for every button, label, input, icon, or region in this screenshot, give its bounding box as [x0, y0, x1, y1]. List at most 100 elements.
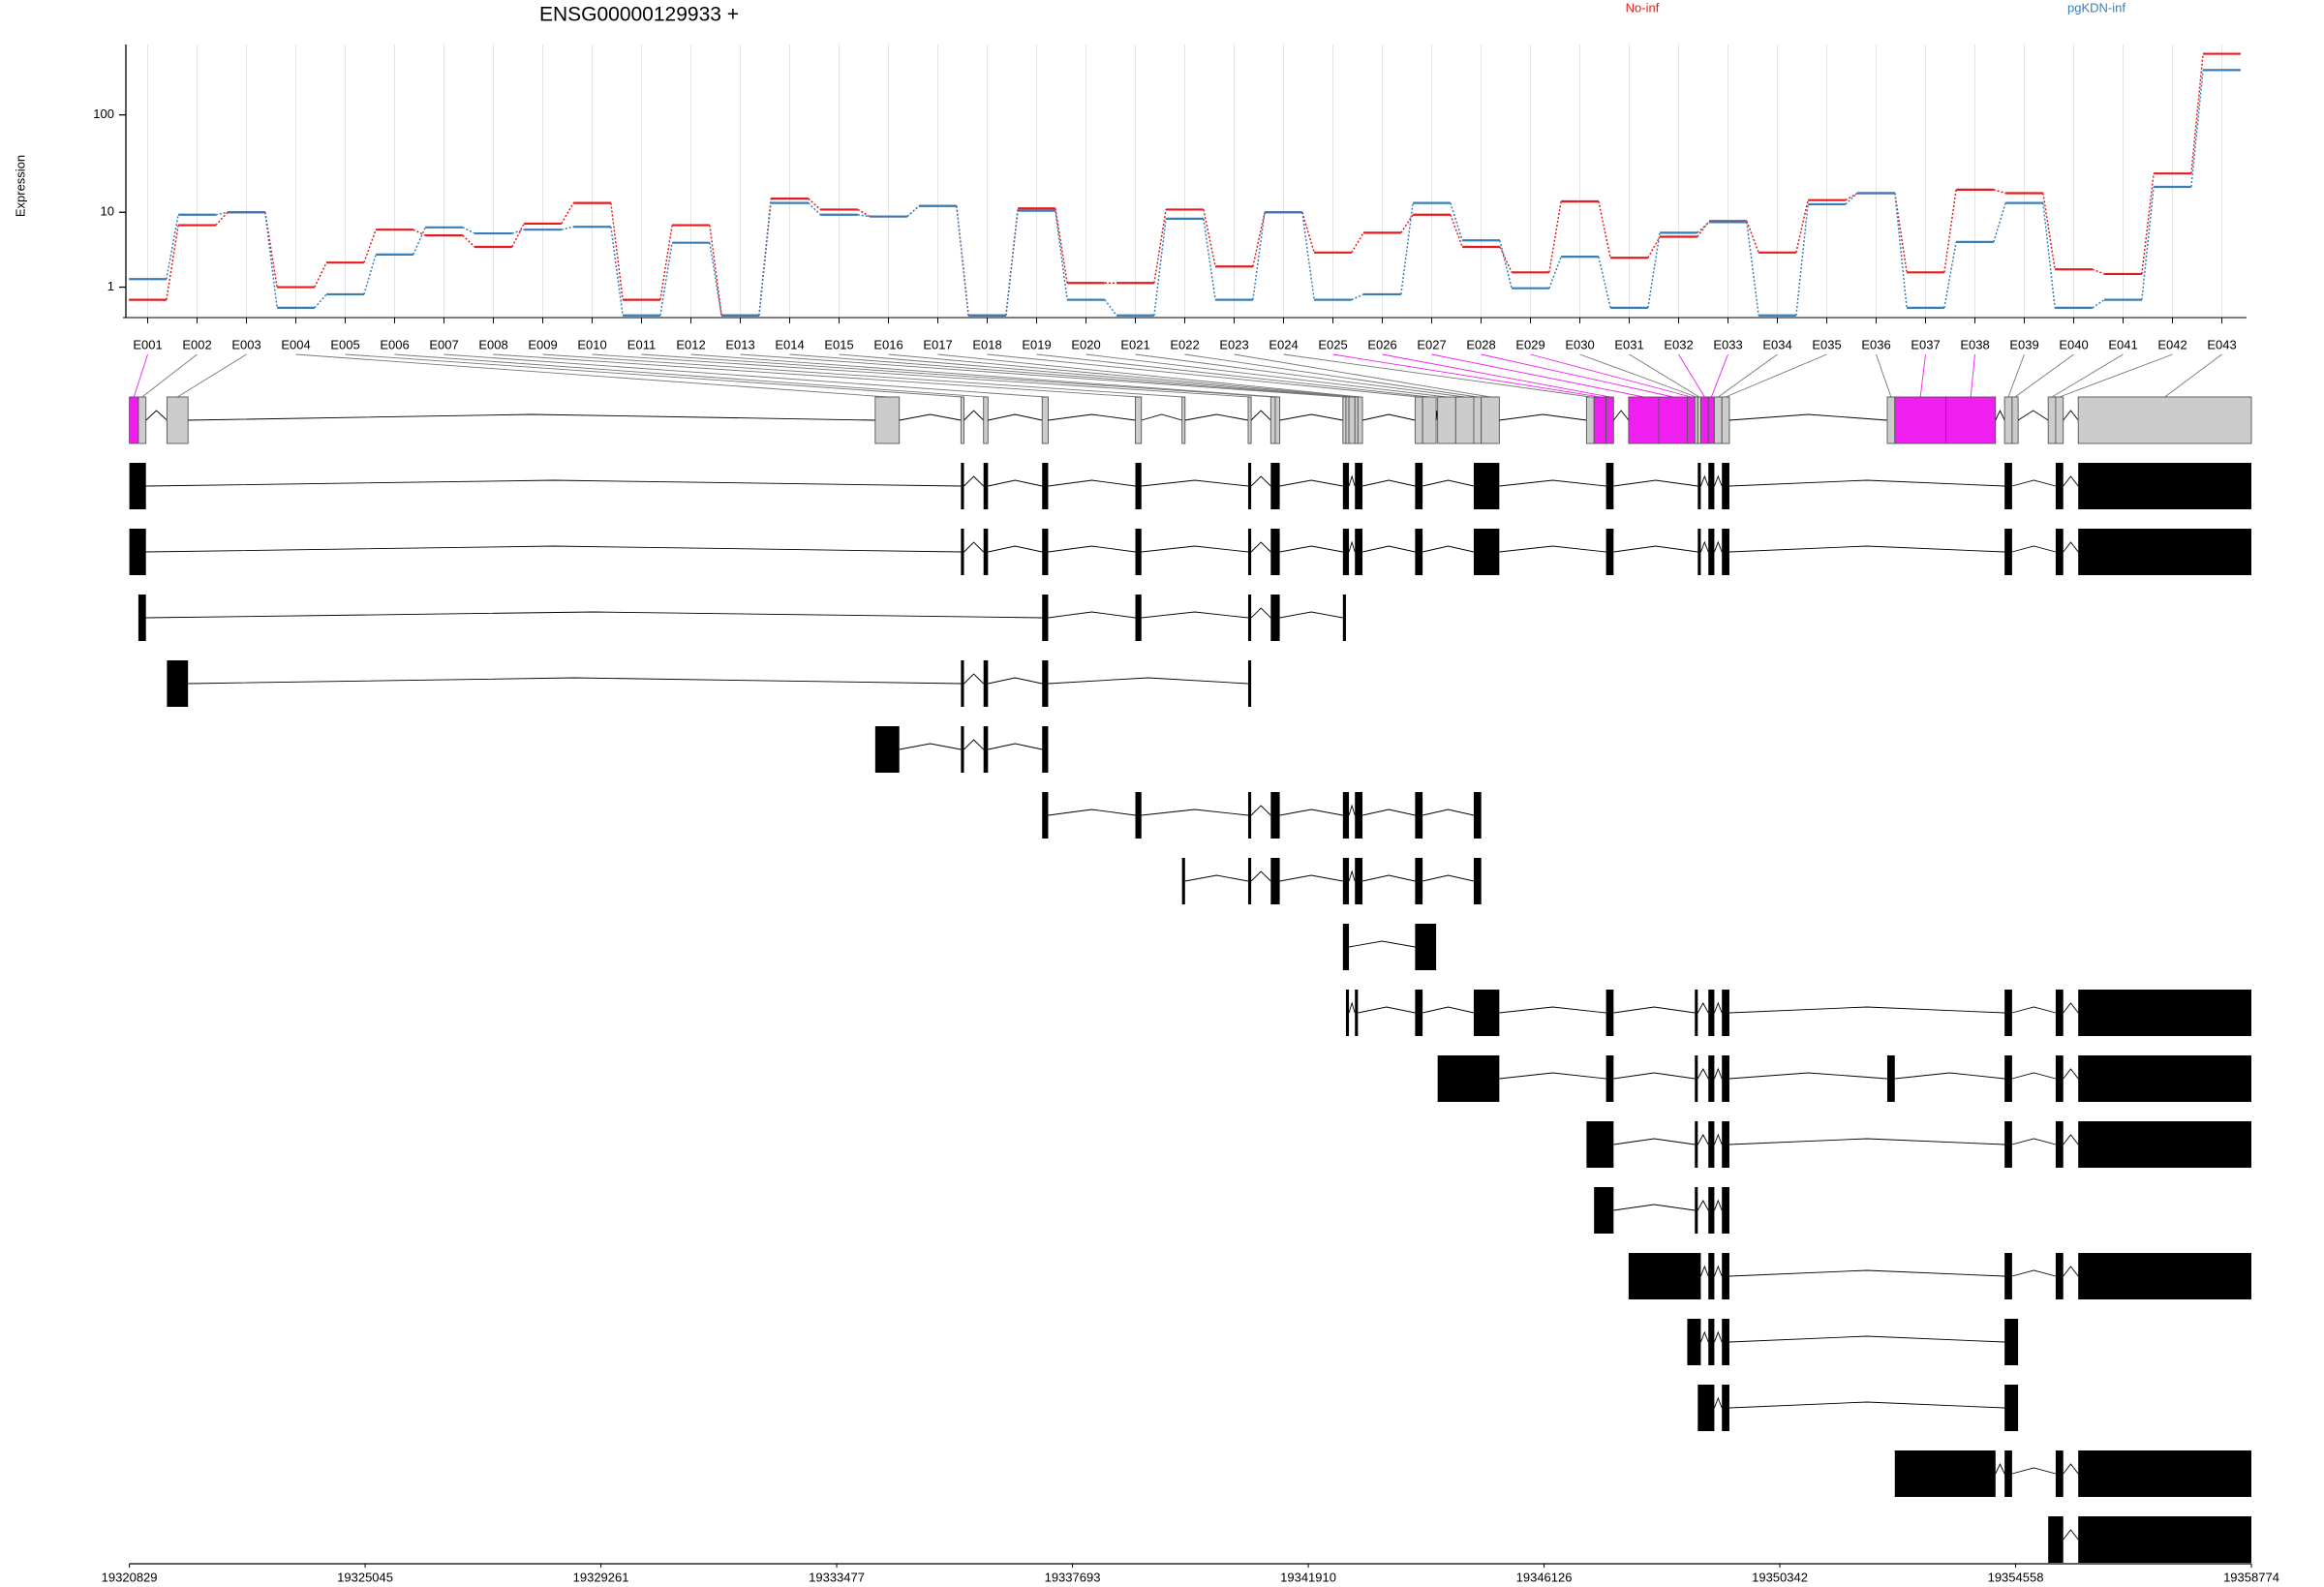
- intron: [963, 410, 985, 421]
- transcript-exon: [1135, 463, 1142, 509]
- intron: [1700, 540, 1709, 553]
- series-connector: [2141, 173, 2155, 275]
- transcript-exon: [1342, 858, 1350, 904]
- transcript-exon: [1270, 595, 1280, 641]
- series-connector: [1746, 221, 1759, 254]
- exon-link: [177, 353, 247, 398]
- intron: [1422, 479, 1475, 487]
- x-tick-label: E015: [824, 337, 853, 351]
- transcript-exon: [1605, 1055, 1614, 1102]
- exon-link: [1332, 353, 1601, 398]
- transcript-exon: [1342, 595, 1346, 641]
- intron: [1728, 479, 2005, 487]
- exon-link: [542, 353, 1184, 398]
- intron: [1250, 805, 1271, 816]
- exon: [1422, 396, 1437, 444]
- transcript-exon: [1247, 858, 1252, 904]
- transcript-exon: [2004, 1253, 2012, 1299]
- transcript-exon: [129, 463, 146, 509]
- intron: [1361, 874, 1416, 882]
- transcript-exon: [2055, 1253, 2064, 1299]
- exon: [1354, 396, 1359, 444]
- series-connector: [956, 205, 969, 316]
- exon-link: [1086, 353, 1448, 398]
- intron: [1613, 1006, 1696, 1014]
- transcript-exon: [1695, 1187, 1698, 1234]
- transcript-exon: [2055, 1450, 2064, 1497]
- series-connector: [1943, 241, 1957, 309]
- intron: [1697, 1200, 1709, 1211]
- transcript-exon: [1697, 1385, 1715, 1431]
- transcript-exon: [2055, 1055, 2064, 1102]
- intron: [1048, 413, 1136, 421]
- exon: [1699, 396, 1709, 444]
- intron: [1713, 540, 1723, 553]
- series-connector: [561, 226, 574, 230]
- intron: [1700, 1265, 1709, 1277]
- transcript-exon: [1586, 1121, 1614, 1168]
- transcript-exon: [1042, 595, 1049, 641]
- series-connector: [1252, 212, 1266, 300]
- intron: [1728, 1335, 2005, 1343]
- transcript-exon: [1437, 1055, 1500, 1102]
- transcript-exon: [2004, 990, 2012, 1036]
- transcript-exon: [2055, 529, 2064, 575]
- transcript-exon: [1605, 463, 1614, 509]
- x-tick-label: E016: [873, 337, 902, 351]
- intron: [1048, 479, 1136, 487]
- series-connector: [511, 229, 525, 234]
- exon: [1886, 396, 1896, 444]
- x-tick-label: E037: [1911, 337, 1940, 351]
- transcript-exon: [1697, 463, 1701, 509]
- series-connector: [1153, 218, 1167, 316]
- exon: [960, 396, 964, 444]
- exon: [1269, 396, 1276, 444]
- intron: [988, 413, 1043, 421]
- exon: [1605, 396, 1614, 444]
- intron: [1279, 874, 1343, 882]
- transcript-exon: [874, 726, 900, 773]
- transcript-exon: [1181, 858, 1185, 904]
- transcript-exon: [1628, 1253, 1701, 1299]
- series-connector: [462, 234, 475, 248]
- transcript-exon: [1722, 990, 1729, 1036]
- intron: [1700, 474, 1709, 487]
- transcript-exon: [2078, 1450, 2251, 1497]
- series-connector: [2190, 70, 2204, 188]
- transcript-exon: [1722, 529, 1729, 575]
- chart-title: ENSG00000129933 +: [539, 4, 739, 26]
- transcript-exon: [1415, 463, 1423, 509]
- series-connector: [1252, 212, 1266, 267]
- series-connector: [413, 227, 426, 256]
- transcript-exon: [1042, 660, 1049, 707]
- exon-link: [133, 353, 148, 398]
- y-axis-label: Expression: [13, 155, 27, 217]
- transcript-exon: [2078, 1516, 2251, 1563]
- intron: [1141, 413, 1182, 421]
- series-connector: [659, 242, 673, 316]
- exon-link: [888, 353, 1357, 398]
- transcript-exon: [1247, 595, 1252, 641]
- intron: [2011, 1269, 2057, 1277]
- exon: [1707, 396, 1715, 444]
- x-tick-label: E041: [2108, 337, 2137, 351]
- series-connector: [2042, 193, 2056, 270]
- transcript-exon: [2078, 1055, 2251, 1102]
- exon: [1414, 396, 1423, 444]
- exon: [1473, 396, 1483, 444]
- series-connector: [1746, 222, 1759, 316]
- x-tick-label: E022: [1170, 337, 1199, 351]
- intron: [1713, 1001, 1723, 1014]
- x-tick-label: E010: [577, 337, 606, 351]
- intron: [2011, 1138, 2057, 1145]
- transcript-exon: [983, 463, 989, 509]
- series-connector: [1993, 189, 2006, 195]
- intron: [2063, 1068, 2079, 1080]
- exon-link: [1710, 353, 1728, 398]
- intron: [988, 479, 1043, 487]
- intron: [1713, 1265, 1723, 1277]
- x-tick-label: E034: [1762, 337, 1791, 351]
- x-tick-label: E043: [2207, 337, 2236, 351]
- exon-link: [345, 353, 963, 398]
- transcript-exon: [1722, 1319, 1729, 1365]
